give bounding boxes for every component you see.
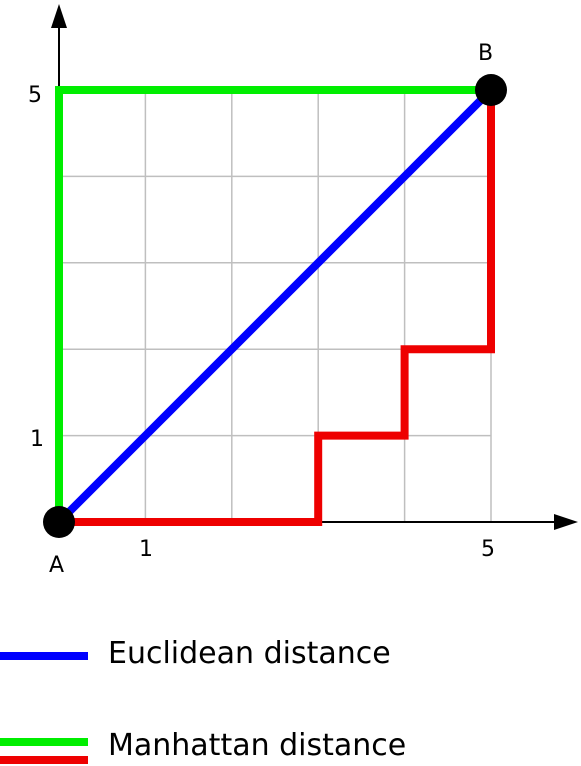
legend-swatch-manhattan-green xyxy=(0,738,88,746)
legend-swatch-manhattan-red xyxy=(0,756,88,764)
point-a-label: A xyxy=(49,553,64,578)
x-tick-label-1: 1 xyxy=(139,537,153,562)
point-b-label: B xyxy=(478,41,493,66)
manhattan-path-red xyxy=(59,90,495,526)
y-tick-label-1: 1 xyxy=(30,427,44,452)
x-axis-arrow xyxy=(554,514,578,530)
legend-label-euclidean: Euclidean distance xyxy=(108,636,391,671)
euclidean-path xyxy=(56,87,494,525)
point-b-marker xyxy=(475,74,507,106)
x-tick-label-5: 5 xyxy=(481,537,495,562)
distance-diagram: A B 1 5 1 5 xyxy=(28,4,578,578)
manhattan-path-green xyxy=(55,86,491,522)
legend-label-manhattan: Manhattan distance xyxy=(108,728,407,763)
legend: Euclidean distance Manhattan distance xyxy=(0,600,581,766)
y-axis-arrow xyxy=(51,4,67,28)
legend-swatch-euclidean xyxy=(0,652,88,660)
y-tick-label-5: 5 xyxy=(28,83,42,108)
point-a-marker xyxy=(43,506,75,538)
